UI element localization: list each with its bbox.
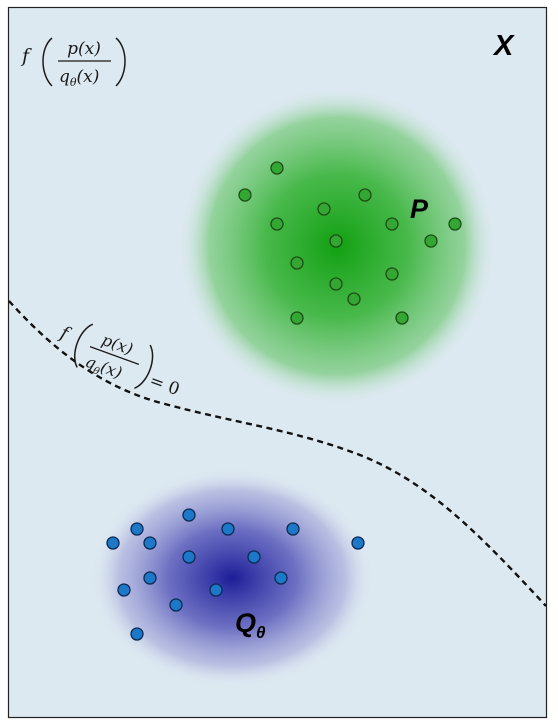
- q-sample-point: [274, 571, 288, 585]
- boundary-formula-denominator-sub: θ: [91, 365, 100, 377]
- p-sample-point: [358, 188, 372, 202]
- formula-numerator: p(x): [67, 39, 101, 59]
- q-sample-point: [117, 583, 131, 597]
- p-sample-point: [290, 311, 304, 325]
- q-sample-point: [143, 536, 157, 550]
- p-sample-point: [385, 267, 399, 281]
- q-sample-point: [130, 522, 144, 536]
- boundary-formula-fraction-bar: [89, 345, 140, 365]
- p-sample-point: [238, 188, 252, 202]
- q-sample-point: [106, 536, 120, 550]
- q-sample-point: [247, 550, 261, 564]
- formula-denominator-sub: θ: [70, 76, 77, 89]
- q-sample-point: [209, 583, 223, 597]
- p-sample-point: [270, 161, 284, 175]
- formula-denominator-arg: (x): [77, 67, 100, 87]
- formula-denominator: qθ(x): [59, 67, 99, 89]
- p-sample-point: [448, 217, 462, 231]
- space-label-x: X: [492, 30, 515, 62]
- q-label-main: Q: [235, 608, 256, 638]
- decision-boundary-curve: [8, 300, 547, 607]
- q-label-subscript: θ: [256, 623, 266, 642]
- q-sample-point: [182, 508, 196, 522]
- p-sample-point: [329, 277, 343, 291]
- p-sample-point: [347, 292, 361, 306]
- formula-right-paren: [115, 37, 126, 87]
- q-sample-point: [286, 522, 300, 536]
- p-sample-point: [424, 234, 438, 248]
- q-sample-point: [182, 550, 196, 564]
- p-samples: [238, 161, 462, 325]
- density-ratio-formula: f p(x) qθ(x): [20, 37, 126, 89]
- q-sample-point: [130, 627, 144, 641]
- q-sample-point: [351, 536, 365, 550]
- p-sample-point: [290, 256, 304, 270]
- formula-f: f: [20, 45, 32, 67]
- boundary-formula-left-paren: [73, 323, 94, 368]
- p-sample-point: [329, 234, 343, 248]
- boundary-formula-right-paren: [134, 344, 154, 389]
- p-sample-point: [395, 311, 409, 325]
- q-sample-point: [143, 571, 157, 585]
- q-sample-point: [221, 522, 235, 536]
- distribution-label-q-theta: Qθ: [235, 608, 266, 642]
- distribution-q-cloud: [90, 468, 374, 688]
- p-sample-point: [317, 202, 331, 216]
- formula-left-paren: [42, 37, 53, 87]
- formula-denominator-q: q: [59, 67, 70, 87]
- p-sample-point: [270, 217, 284, 231]
- q-samples: [106, 508, 365, 641]
- p-sample-point: [385, 217, 399, 231]
- q-sample-point: [169, 598, 183, 612]
- distribution-label-p: P: [410, 194, 429, 224]
